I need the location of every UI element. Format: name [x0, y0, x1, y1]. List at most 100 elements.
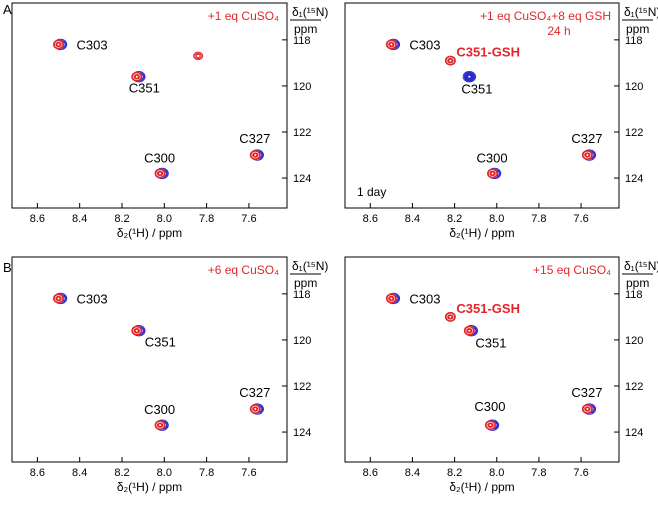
x-tick-label: 8.4 [405, 467, 420, 479]
x-axis-label: δ₂(¹H) / ppm [449, 480, 514, 494]
peak-label-c300: C300 [144, 150, 175, 165]
spectrum-panel-4: 8.6 8.4 8.2 8.0 7.8 7.6 118 120 122 124 δ₂(¹H) / p… [344, 256, 658, 494]
peak-center [135, 75, 138, 78]
y-axis-label: δ₁(¹⁵N) [292, 5, 328, 19]
peak-center [390, 43, 393, 46]
x-tick-label: 7.8 [199, 467, 214, 479]
peak-label-c351: C351 [145, 335, 176, 350]
red-peak-contour [387, 295, 396, 302]
red-peak-contour [583, 151, 592, 159]
y-tick-label: 118 [625, 35, 643, 47]
peak-label-c351-gsh: C351-GSH [456, 301, 520, 316]
x-tick-label: 7.8 [531, 467, 546, 479]
peak-center [159, 424, 162, 427]
y-axis-unit: ppm [626, 276, 649, 290]
red-peak-contour [446, 57, 455, 64]
y-tick-label: 118 [293, 35, 311, 47]
y-tick-label: 120 [625, 81, 643, 93]
peak-center [449, 315, 452, 318]
x-tick-label: 8.0 [157, 213, 172, 225]
peak-label-c300: C300 [144, 402, 175, 417]
peak-center [254, 408, 257, 411]
peak-label-c327: C327 [239, 385, 270, 400]
red-peak-contour [54, 295, 63, 302]
red-peak-contour [446, 313, 455, 321]
red-peak-contour [193, 51, 204, 61]
red-peak-contour [387, 41, 396, 48]
peak-label-c303: C303 [409, 37, 440, 52]
x-tick-label: 8.2 [447, 213, 462, 225]
x-tick-label: 8.0 [489, 467, 504, 479]
plot-frame [344, 2, 620, 209]
x-tick-label: 7.6 [241, 213, 256, 225]
x-tick-label: 8.4 [405, 213, 420, 225]
peak-label-c327: C327 [571, 131, 602, 146]
peak-label-c300: C300 [477, 150, 508, 165]
y-tick-label: 122 [293, 381, 311, 393]
x-tick-label: 8.2 [114, 213, 129, 225]
x-tick-label: 8.6 [363, 213, 378, 225]
peak-label-c351: C351 [129, 81, 160, 96]
x-tick-label: 8.2 [447, 467, 462, 479]
x-tick-label: 8.2 [114, 467, 129, 479]
red-peak-contour [54, 41, 63, 48]
red-peak-contour [133, 327, 141, 335]
peak-label-c303: C303 [77, 37, 108, 52]
peak-center [586, 408, 589, 411]
peak-center [489, 424, 492, 427]
plot-frame [11, 256, 288, 463]
y-tick-label: 120 [293, 81, 311, 93]
peak-center [254, 154, 257, 157]
peak-center [491, 172, 494, 175]
plot-frame [344, 256, 620, 463]
peak-center [586, 154, 589, 157]
peak-label-c303: C303 [409, 291, 440, 306]
y-tick-label: 118 [293, 289, 311, 301]
condition-time: 24 h [547, 24, 570, 38]
spectrum-panel-1: 8.6 8.4 8.2 8.0 7.8 7.6 118 120 122 124 δ₂(¹H) / p… [11, 2, 328, 240]
peak-center [468, 329, 471, 332]
y-axis-unit: ppm [294, 276, 317, 290]
x-tick-label: 7.6 [573, 467, 588, 479]
y-tick-label: 124 [293, 173, 311, 185]
plot-frame [11, 2, 288, 209]
y-axis-label: δ₁(¹⁵N) [292, 259, 328, 273]
red-peak-contour [251, 151, 260, 159]
red-peak-contour [195, 53, 201, 59]
red-peak-contour [156, 421, 164, 429]
x-tick-label: 7.8 [531, 213, 546, 225]
peak-center [159, 172, 162, 175]
y-tick-label: 120 [293, 335, 311, 347]
condition-label: +1 eq CuSO₄ [208, 9, 279, 23]
condition-label: +1 eq CuSO₄+8 eq GSH [480, 9, 611, 23]
condition-label: +15 eq CuSO₄ [533, 263, 611, 277]
x-tick-label: 8.4 [72, 467, 87, 479]
spectrum-panel-2: 8.6 8.4 8.2 8.0 7.8 7.6 118 120 122 124 δ₂(¹H) / p… [344, 2, 658, 240]
red-peak-contour [465, 327, 474, 335]
x-tick-label: 8.6 [363, 467, 378, 479]
peak-label-c351: C351 [475, 336, 506, 351]
y-tick-label: 124 [625, 173, 643, 185]
peak-center [135, 329, 138, 332]
peak-center [390, 297, 393, 300]
y-tick-label: 120 [625, 335, 643, 347]
time-note: 1 day [357, 185, 386, 199]
x-tick-label: 7.6 [241, 467, 256, 479]
red-peak-contour [133, 73, 141, 81]
red-peak-contour [488, 170, 497, 177]
y-tick-label: 122 [293, 127, 311, 139]
y-tick-label: 124 [625, 427, 643, 439]
spectrum-panel-3: 8.6 8.4 8.2 8.0 7.8 7.6 118 120 122 124 δ₂(¹H) / p… [11, 256, 328, 494]
x-axis-label: δ₂(¹H) / ppm [449, 226, 514, 240]
panel-label-a: A [3, 2, 12, 17]
y-axis-unit: ppm [626, 22, 649, 36]
red-peak-contour [486, 421, 495, 429]
panel-label-b: B [3, 260, 12, 275]
peak-center [449, 59, 452, 62]
red-peak-contour [194, 52, 202, 60]
peak-center [57, 297, 60, 300]
y-tick-label: 124 [293, 427, 311, 439]
y-axis-unit: ppm [294, 22, 317, 36]
y-tick-label: 122 [625, 127, 643, 139]
